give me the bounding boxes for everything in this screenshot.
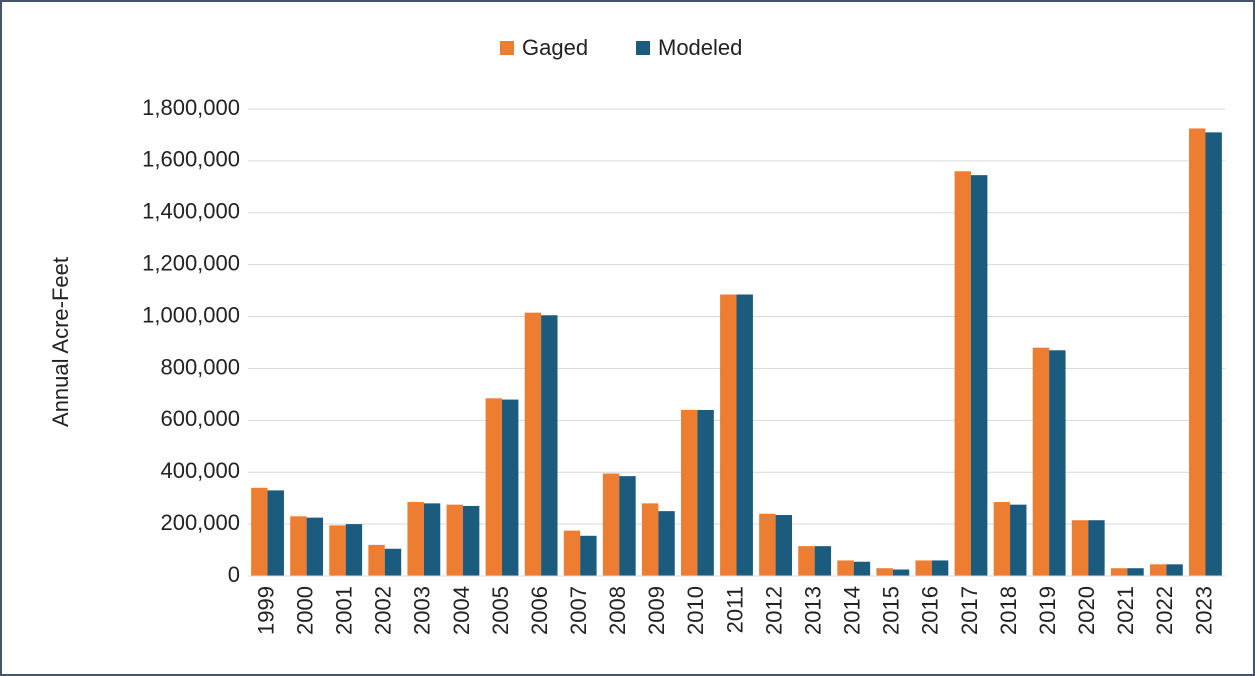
x-tick-label: 2017: [957, 586, 982, 635]
bar: [954, 171, 971, 576]
y-tick-label: 1,400,000: [142, 199, 240, 224]
bar: [619, 476, 636, 576]
bar: [407, 502, 424, 576]
bar: [368, 544, 385, 576]
x-tick-label: 2018: [996, 586, 1021, 635]
bar: [837, 560, 854, 576]
x-tick-label: 2010: [683, 586, 708, 635]
bar: [446, 504, 463, 576]
x-tick-label: 2007: [566, 586, 591, 635]
y-tick-label: 1,000,000: [142, 302, 240, 327]
bar: [345, 524, 363, 576]
bar: [1010, 504, 1027, 576]
legend-label: Gaged: [522, 35, 588, 60]
x-tick-label: 2022: [1152, 586, 1177, 635]
x-tick-label: 2021: [1113, 586, 1138, 635]
bar: [876, 568, 893, 576]
bar: [524, 312, 542, 576]
x-tick-label: 1999: [253, 586, 278, 635]
y-tick-label: 200,000: [160, 510, 240, 535]
bar: [736, 294, 753, 576]
y-tick-label: 800,000: [160, 354, 240, 379]
bar: [1110, 568, 1128, 576]
y-tick-label: 1,200,000: [142, 250, 240, 275]
bar: [1032, 347, 1050, 576]
bar: [697, 409, 714, 576]
bar: [853, 561, 871, 576]
bar: [1149, 564, 1167, 576]
bar: [267, 490, 284, 576]
x-tick-label: 2023: [1191, 586, 1216, 635]
x-tick-label: 2015: [879, 586, 904, 635]
bar: [1127, 568, 1144, 576]
x-tick-label: 2020: [1074, 586, 1099, 635]
y-tick-label: 600,000: [160, 406, 240, 431]
bar: [306, 517, 324, 576]
bar: [931, 560, 949, 576]
x-tick-label: 2002: [371, 586, 396, 635]
bar: [720, 294, 737, 576]
x-tick-label: 2000: [292, 586, 317, 635]
bar: [641, 503, 659, 576]
bar: [1071, 520, 1089, 576]
bar: [541, 315, 558, 576]
bar: [681, 409, 698, 576]
x-tick-label: 2013: [800, 586, 825, 635]
x-tick-label: 2005: [488, 586, 513, 635]
legend-swatch: [636, 41, 650, 55]
bar: [384, 548, 402, 576]
bar: [290, 516, 307, 576]
x-tick-label: 2008: [605, 586, 630, 635]
bar: [580, 535, 597, 576]
bar: [602, 473, 620, 576]
bar: [658, 511, 675, 576]
bar: [798, 546, 815, 576]
legend-swatch: [500, 41, 514, 55]
bar: [775, 515, 792, 576]
bar: [1166, 564, 1183, 576]
x-tick-label: 2003: [410, 586, 435, 635]
bar: [251, 487, 268, 576]
bar: [970, 175, 988, 577]
x-tick-label: 2001: [332, 586, 357, 635]
y-tick-label: 1,800,000: [142, 95, 240, 120]
y-axis-title: Annual Acre-Feet: [48, 257, 73, 427]
bar: [485, 398, 503, 576]
bar: [423, 503, 441, 576]
bar: [329, 525, 346, 576]
x-tick-label: 2016: [918, 586, 943, 635]
x-tick-label: 2004: [449, 586, 474, 635]
x-tick-label: 2014: [840, 586, 865, 635]
x-tick-label: 2019: [1035, 586, 1060, 635]
x-tick-label: 2012: [761, 586, 786, 635]
bar: [814, 546, 832, 576]
bar: [563, 530, 581, 576]
bar: [993, 502, 1011, 576]
x-tick-label: 2009: [644, 586, 669, 635]
bar: [1049, 350, 1066, 576]
y-tick-label: 0: [228, 562, 240, 587]
x-tick-label: 2006: [527, 586, 552, 635]
bar: [1205, 132, 1222, 576]
bar: [1088, 520, 1105, 576]
x-tick-label: 2011: [722, 586, 747, 633]
bar: [915, 560, 932, 576]
y-tick-label: 1,600,000: [142, 147, 240, 172]
legend-label: Modeled: [658, 35, 742, 60]
bar: [502, 399, 519, 576]
bar: [462, 505, 480, 576]
bar: [759, 513, 776, 576]
bar: [1189, 128, 1206, 577]
y-tick-label: 400,000: [160, 458, 240, 483]
bar: [892, 569, 910, 576]
